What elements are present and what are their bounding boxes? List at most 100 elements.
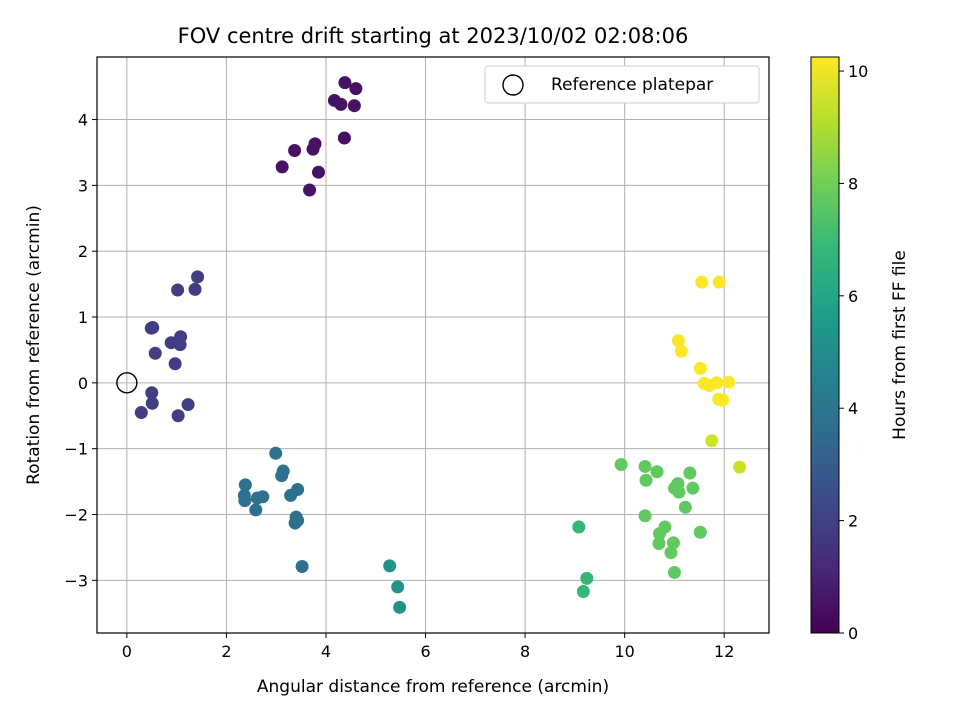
x-tick-label: 4 [321, 642, 331, 661]
y-tick-label: 3 [78, 176, 88, 195]
data-point [710, 376, 724, 390]
data-point [391, 580, 405, 594]
y-tick-label: 4 [78, 111, 88, 130]
chart-title: FOV centre drift starting at 2023/10/02 … [178, 24, 689, 48]
colorbar: 0 2 4 6 8 10 Hours from first FF file [810, 56, 910, 643]
colorbar-tick-label: 0 [848, 624, 858, 643]
data-point [705, 434, 719, 448]
data-point [639, 473, 653, 487]
y-tick-label: −2 [64, 506, 88, 525]
data-point [146, 321, 160, 335]
y-axis-ticks: −3 −2 −1 0 1 2 3 4 [64, 111, 97, 590]
data-point [238, 494, 252, 508]
data-point [171, 283, 185, 297]
data-point [288, 143, 302, 157]
colorbar-label: Hours from first FF file [890, 250, 910, 440]
x-tick-label: 10 [614, 642, 634, 661]
data-point [171, 409, 185, 423]
data-point [733, 460, 747, 474]
legend: Reference platepar [484, 65, 760, 104]
data-point [181, 398, 195, 412]
data-point [614, 457, 628, 471]
data-point [191, 270, 205, 284]
data-point [284, 488, 298, 502]
colorbar-ticks: 0 2 4 6 8 10 [839, 62, 868, 643]
colorbar-tick-label: 6 [848, 287, 858, 306]
data-point [168, 357, 182, 371]
x-tick-label: 8 [520, 642, 530, 661]
y-tick-label: 2 [78, 242, 88, 261]
data-point [580, 571, 594, 585]
data-point [173, 338, 187, 352]
data-point [275, 160, 289, 174]
data-point [393, 600, 407, 614]
data-point [716, 393, 730, 407]
data-point [275, 469, 289, 483]
y-tick-label: −1 [64, 440, 88, 459]
data-point [334, 97, 348, 111]
data-point [249, 503, 263, 517]
data-point [303, 183, 317, 197]
x-axis-label: Angular distance from reference (arcmin) [257, 677, 609, 697]
x-axis-ticks: 0 2 4 6 8 10 12 [122, 633, 734, 661]
data-point [288, 516, 302, 530]
colorbar-tick-label: 2 [848, 512, 858, 531]
plot-frame [96, 56, 770, 634]
data-point [145, 386, 159, 400]
legend-reference-marker [502, 74, 524, 96]
data-point [188, 282, 202, 296]
data-point [638, 459, 652, 473]
data-point [671, 334, 685, 348]
data-point [306, 142, 320, 156]
data-point [712, 275, 726, 289]
data-point [652, 527, 666, 541]
data-point [312, 165, 326, 179]
colorbar-tick-label: 4 [848, 399, 858, 418]
data-point [638, 509, 652, 523]
data-point [572, 520, 586, 534]
data-point [664, 546, 678, 560]
data-point [250, 491, 264, 505]
x-tick-label: 6 [420, 642, 430, 661]
data-point [383, 559, 397, 573]
data-point [238, 478, 252, 492]
data-point [148, 346, 162, 360]
y-tick-label: 1 [78, 308, 88, 327]
colorbar-gradient [810, 56, 840, 634]
y-axis-label: Rotation from reference (arcmin) [24, 205, 44, 485]
data-point [693, 525, 707, 539]
data-point [576, 585, 590, 599]
data-point [269, 446, 283, 460]
legend-box [484, 65, 760, 104]
data-point [145, 396, 159, 410]
data-point [295, 560, 309, 574]
grid [97, 57, 769, 633]
data-point [674, 344, 688, 358]
reference-platepar-marker [116, 372, 138, 394]
data-point [722, 375, 736, 389]
y-tick-label: −3 [64, 571, 88, 590]
data-point [347, 99, 361, 113]
x-tick-label: 0 [122, 642, 132, 661]
data-point [672, 485, 686, 499]
data-point [666, 536, 680, 550]
data-point [686, 481, 700, 495]
data-point [134, 405, 148, 419]
data-point [678, 500, 692, 514]
data-point [695, 275, 709, 289]
y-tick-label: 0 [78, 374, 88, 393]
data-point [349, 82, 363, 96]
data-point [650, 465, 664, 479]
x-tick-label: 12 [714, 642, 734, 661]
scatter-points [116, 76, 747, 614]
legend-label: Reference platepar [551, 75, 713, 95]
data-point [693, 361, 707, 375]
data-point [338, 76, 352, 90]
colorbar-tick-label: 8 [848, 174, 858, 193]
data-point [337, 131, 351, 145]
data-point [667, 565, 681, 579]
x-tick-label: 2 [221, 642, 231, 661]
colorbar-tick-label: 10 [848, 62, 868, 81]
data-point [652, 536, 666, 550]
